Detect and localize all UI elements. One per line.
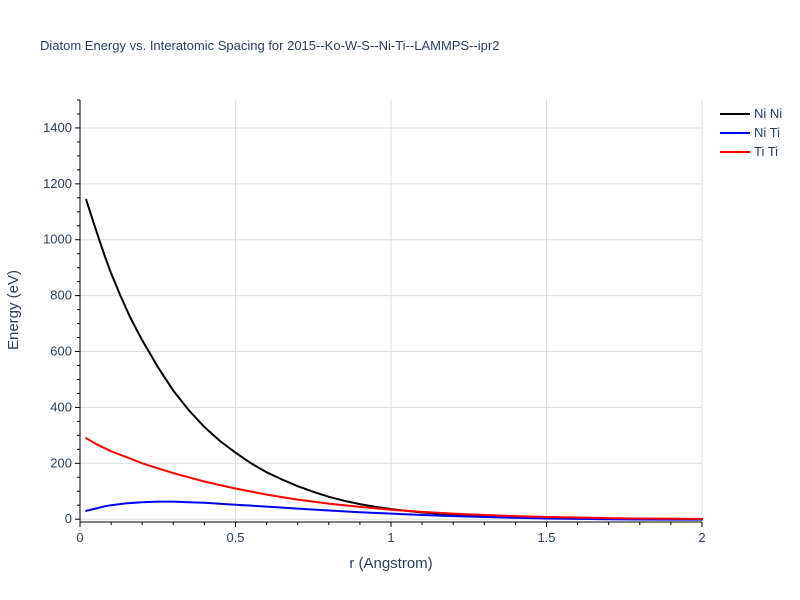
y-tick-label: 1000	[43, 232, 72, 247]
axis-layer: 0 0.5 1 1.5 2 0 200 400 600 800 1000 1200 1400	[43, 99, 706, 545]
x-tick-label: 1.5	[537, 530, 555, 545]
legend-item-ti-ti[interactable]: Ti Ti	[720, 144, 778, 159]
y-tick-label: 400	[50, 399, 72, 414]
x-tick-label: 0	[76, 530, 83, 545]
y-tick-label: 1200	[43, 176, 72, 191]
chart-title: Diatom Energy vs. Interatomic Spacing fo…	[40, 38, 499, 53]
legend-item-ni-ni[interactable]: Ni Ni	[720, 106, 782, 121]
legend-label: Ni Ti	[754, 125, 780, 140]
series-line-ni-ti[interactable]	[85, 500, 703, 521]
y-axis-title: Energy (eV)	[5, 270, 22, 350]
y-tick-label: 600	[50, 344, 72, 359]
series-layer	[85, 198, 703, 521]
x-tick-label: 0.5	[226, 530, 244, 545]
series-line-ti-ti[interactable]	[85, 437, 703, 520]
y-tick-label: 1400	[43, 120, 72, 135]
legend-item-ni-ti[interactable]: Ni Ti	[720, 125, 780, 140]
legend-label: Ti Ti	[754, 144, 778, 159]
x-tick-label: 1	[387, 530, 394, 545]
legend[interactable]: Ni Ni Ni Ti Ti Ti	[720, 106, 782, 159]
y-tick-label: 200	[50, 455, 72, 470]
x-tick-label: 2	[698, 530, 705, 545]
y-tick-label: 0	[65, 511, 72, 526]
grid-layer	[80, 100, 703, 522]
x-axis-title: r (Angstrom)	[349, 555, 432, 572]
legend-label: Ni Ni	[754, 106, 782, 121]
y-tick-label: 800	[50, 288, 72, 303]
